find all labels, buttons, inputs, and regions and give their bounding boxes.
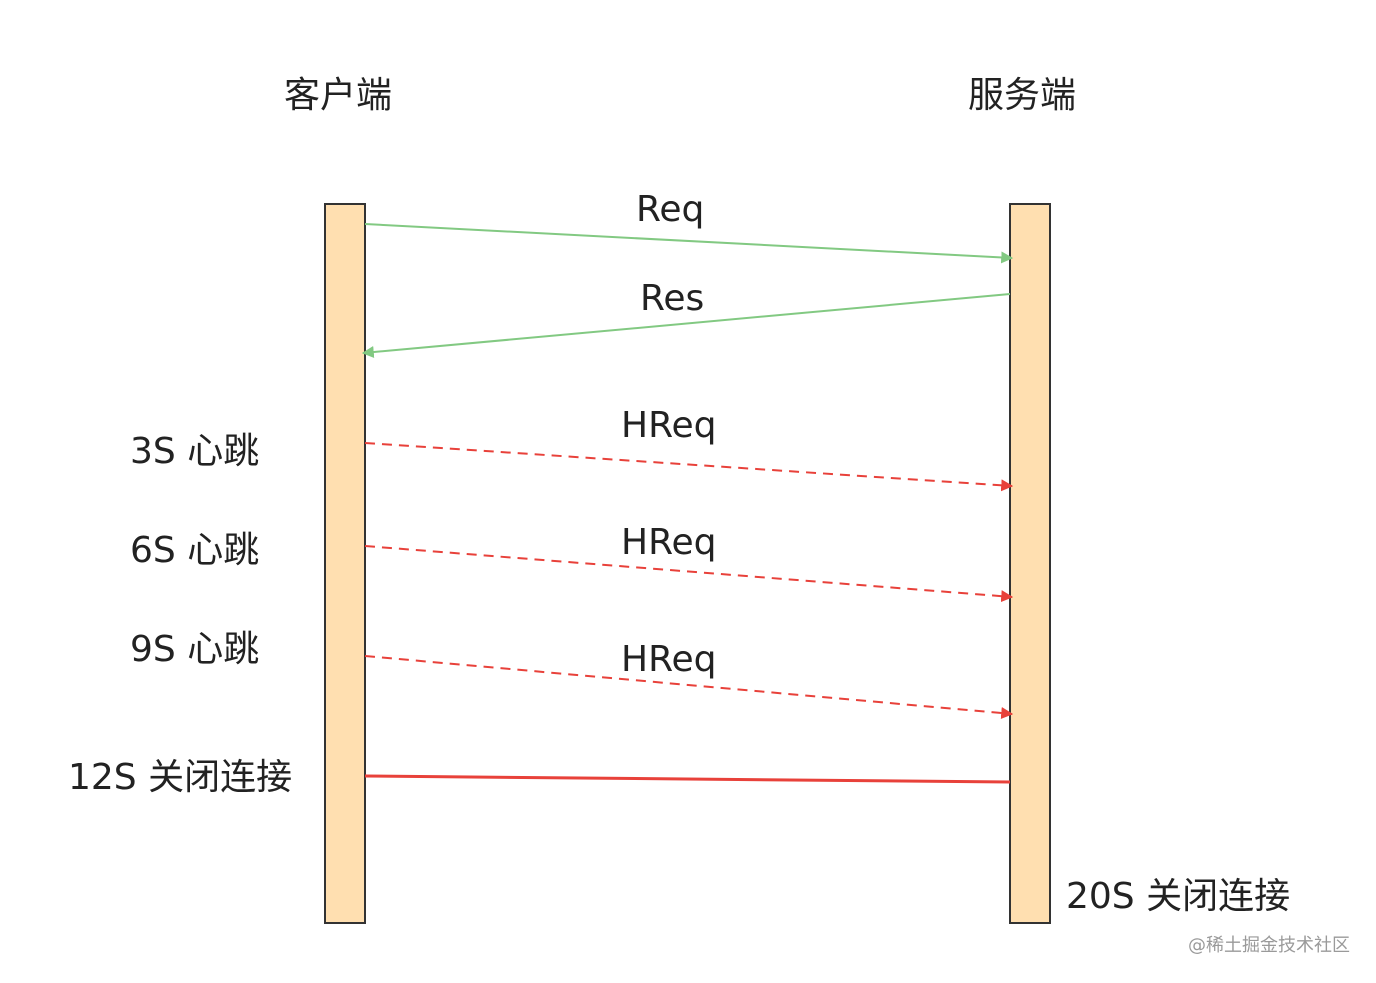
req-arrow [364, 223, 1014, 264]
watermark: @稀土掘金技术社区 [1188, 935, 1350, 956]
close-connection-line [364, 774, 1011, 784]
server-title: 服务端 [968, 75, 1077, 116]
client-title: 客户端 [284, 75, 393, 116]
server-lifeline [1009, 203, 1051, 924]
message-label-hreq-3: HReq [621, 639, 717, 680]
client-note-9s: 9S 心跳 [130, 629, 260, 670]
client-note-12s: 12S 关闭连接 [68, 757, 293, 798]
res-arrow [361, 293, 1011, 358]
message-label-req: Req [636, 189, 705, 230]
client-lifeline [324, 203, 366, 924]
heartbeat-arrow-1 [364, 442, 1014, 492]
client-note-6s: 6S 心跳 [130, 530, 260, 571]
message-label-hreq-2: HReq [621, 522, 717, 563]
heartbeat-arrow-2 [364, 545, 1014, 603]
message-label-hreq-1: HReq [621, 405, 717, 446]
server-note-20s: 20S 关闭连接 [1066, 876, 1291, 917]
heartbeat-arrow-3 [364, 655, 1014, 720]
message-label-res: Res [640, 278, 705, 319]
client-note-3s: 3S 心跳 [130, 431, 260, 472]
